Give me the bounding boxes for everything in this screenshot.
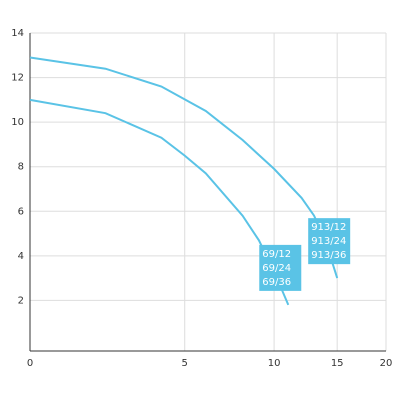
y-tick-label: 8 xyxy=(18,162,24,173)
label-box xyxy=(308,218,351,265)
series-label: 69/12 xyxy=(262,249,291,260)
series-label: 69/24 xyxy=(262,263,291,274)
label-box xyxy=(259,244,302,291)
x-tick-label: 0 xyxy=(27,358,33,369)
line-series xyxy=(29,98,290,306)
y-tick-label: 6 xyxy=(18,206,24,217)
x-tick-label: 20 xyxy=(380,358,393,369)
x-tick-label: 10 xyxy=(268,358,281,369)
x-tick-label: 15 xyxy=(331,358,344,369)
series-label: 913/12 xyxy=(311,222,346,233)
y-tick-label: 12 xyxy=(11,73,24,84)
series-label: 913/36 xyxy=(311,250,346,261)
y-tick-label: 10 xyxy=(11,117,24,128)
y-tick-label: 2 xyxy=(18,295,24,306)
series-label: 69/36 xyxy=(262,277,291,288)
y-tick-label: 14 xyxy=(11,28,24,39)
y-tick-label: 4 xyxy=(18,251,24,262)
x-tick-label: 5 xyxy=(182,358,188,369)
series-label: 913/24 xyxy=(311,236,346,247)
